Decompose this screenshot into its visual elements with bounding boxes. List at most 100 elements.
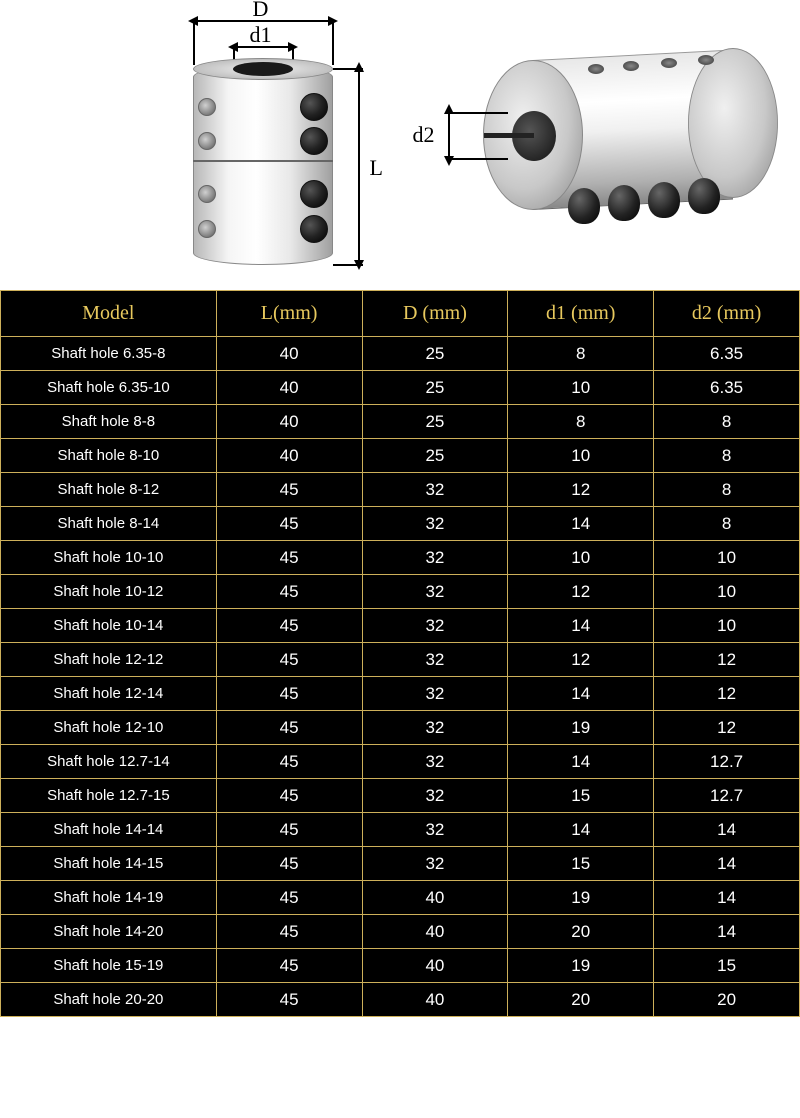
value-cell: 40	[362, 983, 508, 1017]
model-cell: Shaft hole 12.7-15	[1, 779, 217, 813]
dim-label-d2: d2	[413, 122, 435, 148]
value-cell: 40	[362, 915, 508, 949]
dim-ext	[448, 112, 508, 114]
model-cell: Shaft hole 14-20	[1, 915, 217, 949]
value-cell: 40	[216, 337, 362, 371]
model-cell: Shaft hole 6.35-8	[1, 337, 217, 371]
value-cell: 8	[654, 405, 800, 439]
value-cell: 45	[216, 745, 362, 779]
model-cell: Shaft hole 12.7-14	[1, 745, 217, 779]
value-cell: 12	[508, 473, 654, 507]
col-model: Model	[1, 291, 217, 337]
model-cell: Shaft hole 15-19	[1, 949, 217, 983]
value-cell: 32	[362, 507, 508, 541]
table-header: Model L(mm) D (mm) d1 (mm) d2 (mm)	[1, 291, 800, 337]
table-row: Shaft hole 12.7-1545321512.7	[1, 779, 800, 813]
value-cell: 19	[508, 949, 654, 983]
value-cell: 32	[362, 779, 508, 813]
value-cell: 45	[216, 915, 362, 949]
screw-hole-icon	[198, 98, 216, 116]
value-cell: 45	[216, 473, 362, 507]
value-cell: 40	[216, 405, 362, 439]
table-body: Shaft hole 6.35-8402586.35Shaft hole 6.3…	[1, 337, 800, 1017]
table-row: Shaft hole 8-124532128	[1, 473, 800, 507]
table-row: Shaft hole 14-1945401914	[1, 881, 800, 915]
value-cell: 6.35	[654, 337, 800, 371]
table-row: Shaft hole 20-2045402020	[1, 983, 800, 1017]
dim-label-L: L	[370, 155, 383, 181]
screw-hole-icon	[661, 58, 677, 68]
model-cell: Shaft hole 12-14	[1, 677, 217, 711]
value-cell: 32	[362, 473, 508, 507]
dim-arrow	[354, 62, 364, 72]
model-cell: Shaft hole 14-19	[1, 881, 217, 915]
table-row: Shaft hole 10-1045321010	[1, 541, 800, 575]
table-row: Shaft hole 8-8402588	[1, 405, 800, 439]
model-cell: Shaft hole 10-14	[1, 609, 217, 643]
coupling-front-view: D d1 L	[38, 10, 358, 280]
value-cell: 25	[362, 337, 508, 371]
value-cell: 40	[216, 439, 362, 473]
table-row: Shaft hole 10-1245321210	[1, 575, 800, 609]
value-cell: 12	[654, 711, 800, 745]
model-cell: Shaft hole 14-14	[1, 813, 217, 847]
value-cell: 45	[216, 813, 362, 847]
value-cell: 12	[654, 643, 800, 677]
value-cell: 10	[508, 439, 654, 473]
dim-ext	[332, 20, 334, 65]
value-cell: 10	[654, 575, 800, 609]
value-cell: 19	[508, 711, 654, 745]
value-cell: 14	[508, 813, 654, 847]
value-cell: 10	[654, 541, 800, 575]
table-row: Shaft hole 14-2045402014	[1, 915, 800, 949]
value-cell: 45	[216, 609, 362, 643]
value-cell: 20	[654, 983, 800, 1017]
value-cell: 8	[654, 507, 800, 541]
screw-icon	[608, 185, 640, 221]
screw-icon	[300, 93, 328, 121]
table-row: Shaft hole 14-1545321514	[1, 847, 800, 881]
value-cell: 32	[362, 541, 508, 575]
value-cell: 45	[216, 949, 362, 983]
value-cell: 15	[508, 847, 654, 881]
screw-hole-icon	[198, 185, 216, 203]
value-cell: 14	[508, 609, 654, 643]
dim-ext	[333, 68, 363, 70]
iso-far-end	[688, 48, 778, 198]
value-cell: 32	[362, 575, 508, 609]
value-cell: 14	[508, 677, 654, 711]
value-cell: 45	[216, 643, 362, 677]
table-row: Shaft hole 10-1445321410	[1, 609, 800, 643]
screw-icon	[688, 178, 720, 214]
value-cell: 12.7	[654, 745, 800, 779]
value-cell: 12.7	[654, 779, 800, 813]
table-row: Shaft hole 8-144532148	[1, 507, 800, 541]
iso-near-end	[483, 60, 583, 210]
value-cell: 10	[508, 371, 654, 405]
value-cell: 45	[216, 847, 362, 881]
value-cell: 10	[508, 541, 654, 575]
value-cell: 45	[216, 677, 362, 711]
model-cell: Shaft hole 8-8	[1, 405, 217, 439]
value-cell: 32	[362, 813, 508, 847]
dim-ext	[333, 264, 363, 266]
value-cell: 15	[508, 779, 654, 813]
screw-hole-icon	[198, 220, 216, 238]
value-cell: 14	[654, 915, 800, 949]
col-D: D (mm)	[362, 291, 508, 337]
table-row: Shaft hole 6.35-104025106.35	[1, 371, 800, 405]
value-cell: 14	[508, 745, 654, 779]
value-cell: 8	[508, 405, 654, 439]
value-cell: 45	[216, 575, 362, 609]
table-row: Shaft hole 12-1045321912	[1, 711, 800, 745]
value-cell: 6.35	[654, 371, 800, 405]
dim-ext	[193, 20, 195, 65]
model-cell: Shaft hole 10-12	[1, 575, 217, 609]
screw-hole-icon	[623, 61, 639, 71]
value-cell: 20	[508, 983, 654, 1017]
value-cell: 32	[362, 745, 508, 779]
value-cell: 45	[216, 983, 362, 1017]
iso-slot	[484, 133, 534, 138]
value-cell: 12	[508, 575, 654, 609]
screw-icon	[648, 182, 680, 218]
